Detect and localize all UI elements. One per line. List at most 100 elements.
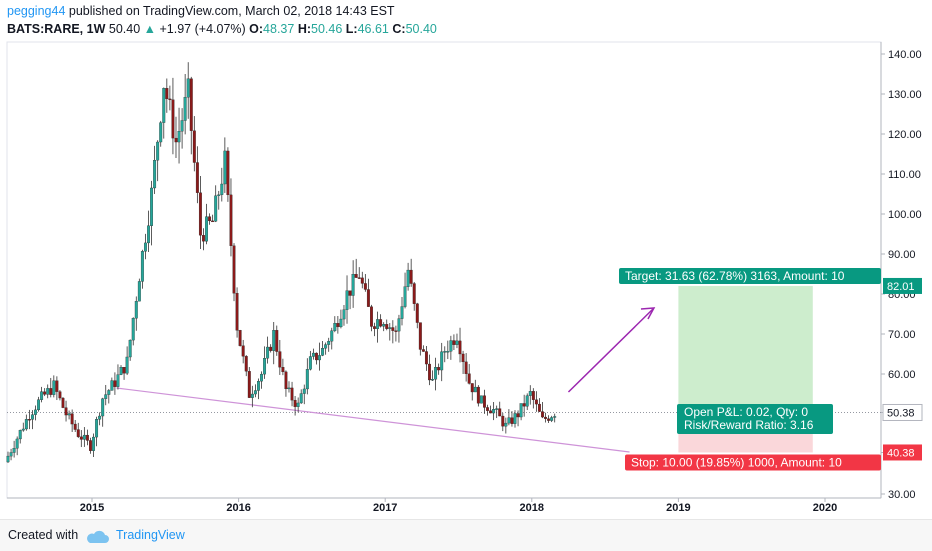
candle-up — [321, 348, 325, 356]
x-tick-label: 2016 — [226, 502, 250, 514]
candle-down — [171, 99, 175, 139]
y-tick-label: 130.00 — [888, 89, 922, 101]
high-label: H: — [297, 22, 312, 36]
candle-down — [202, 235, 205, 242]
candle-up — [266, 346, 270, 359]
tradingview-link[interactable]: TradingView — [116, 528, 185, 542]
candle-down — [483, 395, 486, 408]
candle-down — [534, 399, 538, 405]
candle-up — [553, 416, 557, 418]
candle-up — [473, 386, 477, 393]
candle-up — [339, 318, 343, 328]
candle-up — [98, 415, 102, 420]
candle-up — [9, 452, 13, 457]
candle-up — [220, 183, 224, 195]
candle-down — [293, 399, 297, 407]
candle-down — [470, 383, 474, 393]
candle-down — [89, 440, 92, 451]
projection-arrow — [567, 307, 655, 393]
candle-up — [345, 290, 349, 310]
candle-up — [116, 374, 120, 387]
candle-up — [12, 448, 16, 453]
candle-down — [49, 388, 53, 395]
candle-down — [370, 306, 373, 327]
candle-down — [211, 220, 215, 223]
candle-up — [110, 380, 114, 391]
candle-down — [290, 387, 294, 401]
candle-up — [156, 141, 160, 161]
candle-down — [85, 434, 89, 441]
low-value: 46.61 — [357, 22, 389, 36]
candle-up — [308, 356, 312, 370]
support-trendline — [116, 387, 630, 453]
price-tag: 40.38 — [883, 444, 922, 461]
candle-down — [424, 351, 428, 365]
candle-up — [330, 330, 334, 342]
candle-up — [257, 381, 260, 391]
candle-down — [498, 408, 502, 417]
candle-down — [27, 419, 31, 421]
candle-up — [150, 187, 154, 226]
candle-up — [67, 413, 71, 416]
candle-up — [37, 399, 41, 411]
candle-up — [455, 340, 459, 345]
candle-down — [165, 88, 169, 100]
candle-down — [510, 417, 514, 424]
candle-up — [18, 430, 22, 440]
candle-up — [250, 393, 254, 398]
candle-up — [302, 388, 306, 394]
price-tag: 82.01 — [883, 277, 922, 294]
author-link[interactable]: pegging44 — [7, 4, 66, 18]
price-chart[interactable]: Target: 31.63 (62.78%) 3163, Amount: 10 S… — [0, 0, 932, 519]
pnl-text: Open P&L: 0.02, Qty: 0 — [684, 405, 808, 419]
last-price: 50.40 — [108, 22, 141, 36]
candle-up — [403, 286, 407, 307]
candle-up — [324, 344, 328, 349]
candle-down — [437, 367, 441, 371]
candle-up — [147, 225, 150, 244]
candle-down — [354, 274, 358, 278]
candle-up — [397, 318, 401, 332]
candle-up — [101, 398, 105, 417]
candle-down — [195, 162, 199, 193]
candle-down — [232, 245, 236, 294]
candle-up — [351, 274, 355, 296]
candle-up — [519, 403, 523, 418]
candle-down — [421, 349, 425, 352]
candle-up — [183, 97, 187, 121]
candle-up — [525, 395, 529, 407]
candle-up — [287, 387, 291, 390]
price-tag: 50.38 — [882, 403, 923, 421]
candle-down — [226, 150, 230, 196]
candle-up — [21, 428, 25, 431]
candle-down — [348, 290, 352, 296]
candle-down — [357, 277, 361, 279]
candle-up — [507, 417, 511, 424]
candle-up — [388, 327, 392, 329]
candle-up — [214, 195, 218, 222]
candle-up — [272, 330, 276, 351]
candle-down — [547, 418, 551, 421]
candle-down — [168, 98, 172, 101]
candle-down — [281, 367, 285, 373]
candle-down — [544, 416, 547, 419]
candle-up — [82, 434, 86, 440]
price-tag-text: 50.38 — [887, 407, 915, 419]
candle-down — [192, 130, 196, 163]
candle-up — [217, 194, 221, 196]
candle-down — [275, 330, 279, 352]
candle-up — [299, 393, 303, 404]
candle-up — [318, 355, 321, 361]
stop-label-bg — [625, 454, 881, 471]
candle-down — [394, 330, 398, 332]
candle-up — [382, 324, 386, 327]
candle-up — [40, 391, 44, 400]
target-zone — [678, 285, 813, 413]
candle-up — [406, 269, 410, 287]
candle-up — [431, 379, 434, 381]
rr-text: Risk/Reward Ratio: 3.16 — [684, 418, 814, 432]
candle-down — [467, 373, 471, 384]
price-tag-bg — [883, 444, 922, 461]
candle-up — [52, 380, 56, 395]
